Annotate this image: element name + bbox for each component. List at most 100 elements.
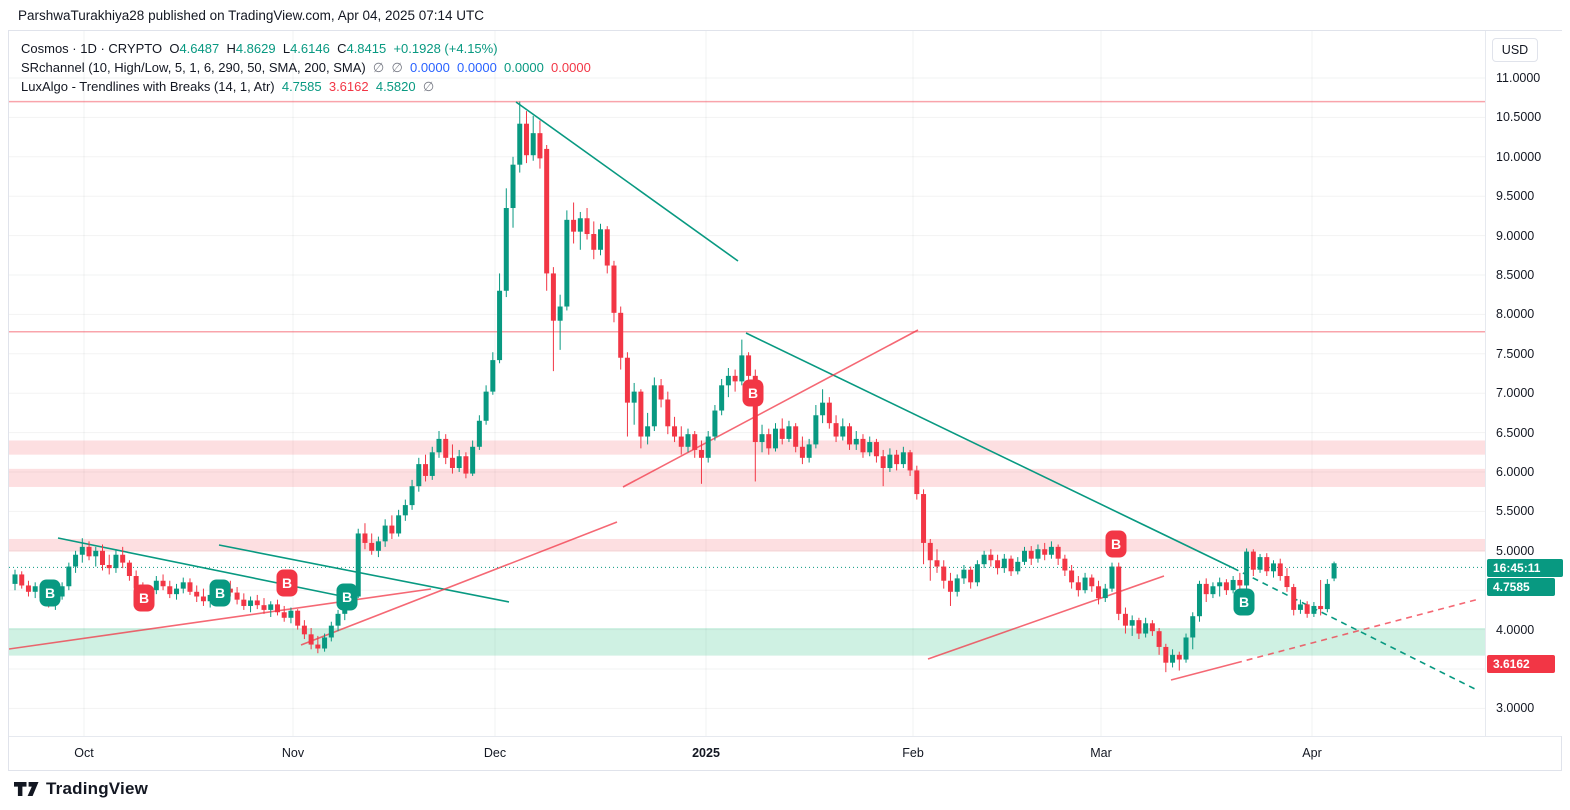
- candle-body: [281, 612, 287, 618]
- candle-body: [1271, 563, 1277, 572]
- legend-luxalgo-segment: LuxAlgo - Trendlines with Breaks (14, 1,…: [21, 79, 282, 94]
- trendline: [745, 332, 1234, 569]
- time-axis-label[interactable]: Oct: [74, 746, 94, 760]
- publisher-bar: ParshwaTurakhiya28 published on TradingV…: [0, 0, 1570, 30]
- candle-body: [93, 550, 99, 557]
- sell-signal-badge[interactable]: B: [133, 584, 155, 612]
- candle-body: [1069, 570, 1075, 583]
- buy-signal-badge[interactable]: B: [336, 583, 358, 611]
- candle-body: [961, 569, 967, 579]
- price-axis[interactable]: USD 11.0000 10.5000 10.0000 9.5000 9.0000 8.5…: [1486, 31, 1563, 736]
- trendline-dashed: [1235, 598, 1480, 664]
- candle-body: [1028, 550, 1034, 559]
- candle-body: [1055, 546, 1061, 559]
- candle-body: [12, 574, 18, 584]
- buy-signal-badge[interactable]: B: [1233, 588, 1255, 616]
- candle-body: [665, 399, 671, 427]
- candle-body: [604, 229, 610, 266]
- price-tick-label: 9.5000: [1496, 189, 1535, 204]
- candle-body: [389, 525, 395, 534]
- candle-body: [921, 494, 927, 543]
- candle-body: [759, 434, 765, 443]
- candle-body: [772, 428, 778, 449]
- candle-body: [927, 542, 933, 561]
- candle-body: [719, 385, 725, 411]
- candle-body: [99, 550, 105, 565]
- candle-body: [786, 426, 792, 439]
- time-axis-label[interactable]: 2025: [692, 746, 720, 760]
- sell-signal-badge[interactable]: B: [742, 379, 764, 407]
- candle-body: [1264, 557, 1270, 572]
- candle-body: [732, 375, 738, 382]
- buy-signal-badge[interactable]: B: [209, 579, 231, 607]
- legend-srchannel-row[interactable]: SRchannel (10, High/Low, 5, 1, 6, 290, 5…: [21, 58, 591, 77]
- price-badge: 3.6162: [1487, 655, 1555, 673]
- chart-plot[interactable]: B B B B B B B B: [9, 31, 1485, 736]
- candle-body: [200, 596, 206, 602]
- candle-body: [624, 357, 630, 403]
- candle-body: [678, 436, 684, 447]
- buy-signal-badge[interactable]: B: [39, 579, 61, 607]
- candle-body: [483, 391, 489, 421]
- candle-body: [497, 290, 503, 361]
- candle-body: [66, 566, 72, 587]
- time-axis-label[interactable]: Dec: [483, 746, 507, 760]
- price-tick-label: 8.0000: [1496, 307, 1535, 322]
- time-axis-separator: [9, 736, 1561, 737]
- svg-text:B: B: [215, 585, 225, 601]
- candle-body: [449, 457, 455, 469]
- candle-body: [873, 442, 879, 457]
- candle-body: [860, 438, 866, 453]
- candle-body: [577, 218, 583, 232]
- candle-body: [1291, 587, 1297, 610]
- candle-body: [974, 564, 980, 583]
- sell-signal-badge[interactable]: B: [276, 569, 298, 597]
- price-tick-label: 6.0000: [1496, 465, 1535, 479]
- candle-body: [1183, 637, 1189, 660]
- candle-body: [510, 164, 516, 209]
- candle-body: [32, 586, 38, 592]
- candle-body: [1109, 566, 1115, 589]
- candle-body: [248, 600, 254, 606]
- svg-text:B: B: [1239, 594, 1249, 610]
- candle-body: [429, 452, 435, 476]
- candle-body: [981, 554, 987, 565]
- trendline: [927, 575, 1165, 660]
- currency-toggle-button[interactable]: USD: [1492, 38, 1538, 62]
- candle-body: [658, 385, 664, 400]
- candle-body: [328, 625, 334, 638]
- candle-body: [954, 578, 960, 592]
- time-axis[interactable]: Oct Nov Dec 2025 Feb Mar Apr: [9, 737, 1485, 771]
- candle-body: [914, 470, 920, 495]
- candle-body: [793, 426, 799, 447]
- price-axis-separator: [1485, 31, 1486, 736]
- legend-symbol-segment: H: [226, 41, 236, 56]
- time-axis-label[interactable]: Nov: [281, 746, 305, 760]
- candle-body: [550, 273, 556, 321]
- candle-body: [59, 586, 65, 597]
- candle-body: [1237, 579, 1243, 586]
- legend-luxalgo-segment: 4.5820: [375, 79, 423, 94]
- resistance-zone: [9, 440, 1485, 455]
- sell-signal-badge[interactable]: B: [1105, 530, 1127, 558]
- time-axis-label[interactable]: Feb: [902, 746, 924, 760]
- candle-body: [1311, 605, 1317, 614]
- tradingview-logo-text: TradingView: [46, 779, 149, 798]
- legend-luxalgo-row[interactable]: LuxAlgo - Trendlines with Breaks (14, 1,…: [21, 77, 591, 96]
- candle-body: [362, 533, 368, 543]
- time-axis-label[interactable]: Apr: [1302, 746, 1322, 760]
- candle-body: [591, 234, 597, 250]
- time-axis-label[interactable]: Mar: [1090, 746, 1112, 760]
- countdown-badge: 16:45:11: [1487, 559, 1563, 577]
- candle-body: [402, 505, 408, 516]
- candle-body: [234, 592, 240, 600]
- chart-widget: B B B B B B B B Cosmos · 1D · CRYPTO O4.6487 H4…: [8, 30, 1563, 771]
- candle-body: [1190, 616, 1196, 638]
- tradingview-logo[interactable]: TradingView: [14, 779, 148, 799]
- legend-srchannel-segment: ∅: [391, 60, 411, 75]
- legend-srchannel-segment: ∅: [372, 60, 392, 75]
- candle-body: [887, 454, 893, 469]
- legend-symbol-row[interactable]: Cosmos · 1D · CRYPTO O4.6487 H4.8629 L4.…: [21, 39, 591, 58]
- candle-body: [1304, 604, 1310, 614]
- trendline-dashed: [1232, 567, 1480, 692]
